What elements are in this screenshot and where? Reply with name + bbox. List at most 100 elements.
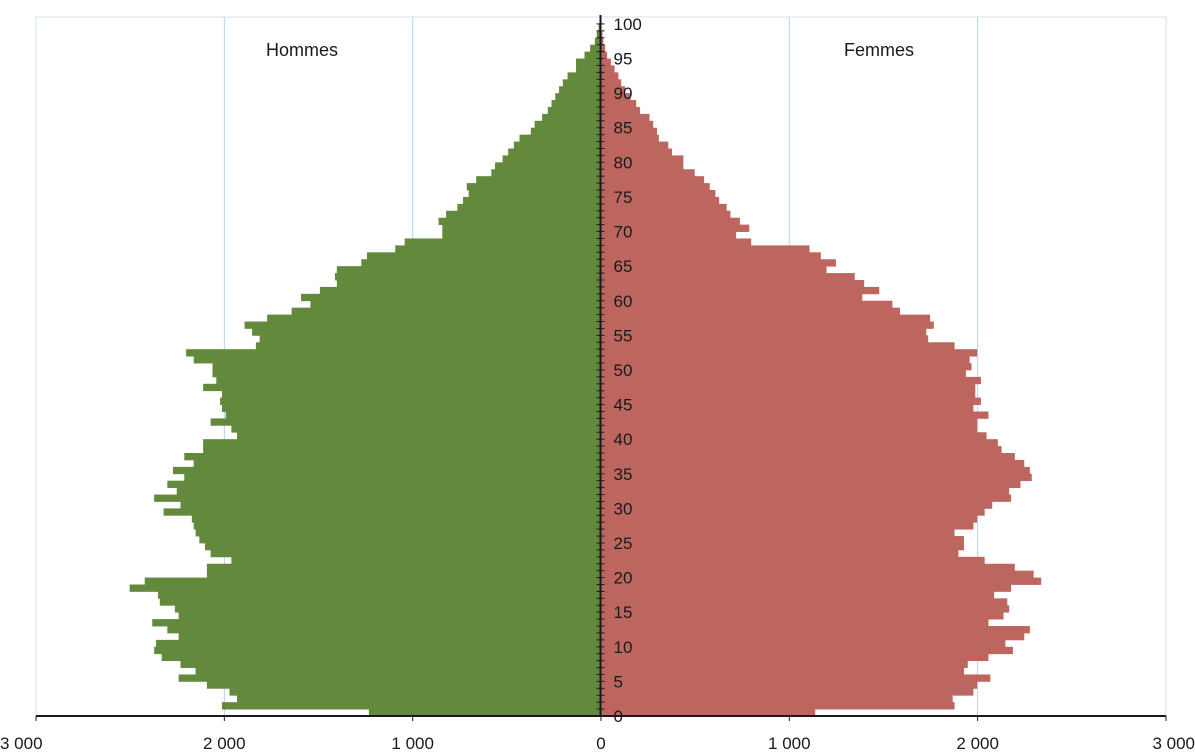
- bar-femmes-age-7: [600, 660, 968, 668]
- bar-hommes-age-1: [221, 702, 601, 710]
- bar-hommes-age-68: [404, 238, 601, 246]
- bar-femmes-age-14: [600, 612, 1004, 620]
- bar-femmes-age-35: [600, 466, 1030, 475]
- bar-femmes-age-59: [600, 300, 893, 309]
- bar-hommes-age-27: [193, 522, 601, 530]
- bar-femmes-age-67: [600, 245, 810, 253]
- bar-femmes-age-41: [600, 425, 978, 433]
- bar-hommes-age-92: [567, 72, 601, 80]
- bar-hommes-age-57: [267, 314, 601, 322]
- bar-hommes-age-3: [229, 688, 601, 696]
- bar-femmes-age-86: [600, 113, 650, 122]
- bar-femmes-age-60: [600, 293, 863, 302]
- bar-femmes-age-77: [600, 176, 705, 184]
- bar-femmes-age-96: [600, 44, 606, 53]
- bar-femmes-age-15: [600, 605, 1010, 613]
- bar-femmes-age-0: [600, 709, 816, 717]
- bar-femmes-age-28: [600, 515, 978, 523]
- bar-hommes-age-45: [220, 397, 601, 405]
- age-tick-label-35: 35: [614, 465, 633, 484]
- bar-femmes-age-24: [600, 542, 964, 551]
- bar-femmes-age-74: [600, 196, 720, 205]
- bar-femmes-age-36: [600, 459, 1025, 468]
- bar-hommes-age-15: [174, 605, 601, 613]
- bar-femmes-age-50: [600, 363, 972, 371]
- bar-hommes-age-77: [476, 176, 601, 184]
- bar-femmes-age-38: [600, 446, 1002, 454]
- bar-hommes-age-76: [466, 183, 601, 191]
- bar-femmes-age-45: [600, 397, 981, 405]
- age-tick-label-5: 5: [614, 672, 623, 691]
- age-tick-label-50: 50: [614, 361, 633, 380]
- bar-hommes-age-64: [336, 266, 601, 274]
- bar-hommes-age-5: [178, 674, 601, 682]
- bar-hommes-age-87: [547, 106, 601, 115]
- bar-femmes-age-37: [600, 453, 1015, 461]
- bar-femmes-age-80: [600, 155, 684, 163]
- bar-hommes-age-36: [193, 459, 601, 468]
- bar-femmes-age-75: [600, 190, 716, 198]
- age-tick-label-15: 15: [614, 603, 633, 622]
- bar-femmes-age-20: [600, 570, 1034, 578]
- bar-femmes-age-23: [600, 549, 959, 558]
- bar-hommes-age-38: [203, 446, 601, 454]
- bar-hommes-age-55: [252, 328, 601, 336]
- bar-hommes-age-44: [221, 404, 601, 412]
- bar-femmes-age-65: [600, 259, 836, 267]
- age-tick-label-100: 100: [614, 15, 642, 34]
- bar-hommes-age-29: [163, 508, 601, 516]
- bar-femmes-age-3: [600, 688, 974, 696]
- age-tick-label-60: 60: [614, 292, 633, 311]
- bar-femmes-age-88: [600, 100, 637, 108]
- bar-femmes-age-79: [600, 162, 684, 170]
- bar-hommes-age-28: [191, 515, 601, 523]
- bar-hommes-age-65: [361, 259, 601, 267]
- bar-hommes-age-32: [176, 487, 601, 495]
- bar-hommes-age-2: [237, 695, 601, 703]
- side-label-femmes: Femmes: [844, 40, 914, 60]
- bar-femmes-age-73: [600, 203, 727, 212]
- bar-hommes-age-69: [442, 231, 601, 239]
- age-tick-label-90: 90: [614, 84, 633, 103]
- age-tick-label-95: 95: [614, 50, 633, 69]
- bar-hommes-age-47: [203, 383, 601, 392]
- bar-hommes-age-59: [310, 300, 601, 309]
- bar-femmes-age-69: [600, 231, 737, 239]
- bar-femmes-age-70: [600, 224, 750, 232]
- bar-hommes-age-33: [167, 480, 601, 489]
- bar-femmes-age-12: [600, 626, 1030, 634]
- age-tick-label-10: 10: [614, 638, 633, 657]
- bar-femmes-age-89: [600, 93, 631, 101]
- bar-hommes-age-54: [259, 335, 601, 343]
- bar-femmes-age-47: [600, 383, 976, 392]
- bar-femmes-age-25: [600, 536, 964, 544]
- bar-hommes-age-62: [336, 279, 601, 288]
- bar-femmes-age-82: [600, 141, 669, 149]
- bar-femmes-age-68: [600, 238, 752, 246]
- bar-femmes-age-64: [600, 266, 827, 274]
- bar-hommes-age-93: [576, 65, 601, 73]
- age-tick-label-55: 55: [614, 326, 633, 345]
- bar-femmes-age-84: [600, 127, 657, 136]
- age-tick-label-70: 70: [614, 223, 633, 242]
- bar-hommes-age-11: [178, 632, 601, 641]
- bar-femmes-age-17: [600, 591, 995, 599]
- bar-hommes-age-31: [154, 494, 601, 502]
- x-tick-label-3: 0: [596, 734, 605, 753]
- bar-femmes-age-71: [600, 217, 740, 226]
- bar-hommes-age-58: [291, 307, 601, 315]
- bar-femmes-age-63: [600, 273, 855, 281]
- bar-femmes-age-39: [600, 439, 998, 447]
- bar-hommes-age-35: [172, 466, 601, 475]
- bar-hommes-age-75: [468, 190, 601, 198]
- age-tick-label-65: 65: [614, 257, 633, 276]
- bar-femmes-age-4: [600, 681, 978, 689]
- axes: 0 5 10 15 20 25 30 35 40 45 50 55 60 65 70 75 80 85 90 95 10…: [0, 15, 1195, 753]
- bar-femmes-age-26: [600, 529, 955, 537]
- bar-femmes-age-48: [600, 376, 981, 385]
- bar-hommes-age-66: [366, 252, 601, 260]
- bar-hommes-age-86: [542, 113, 601, 122]
- bar-hommes-age-95: [584, 51, 601, 59]
- x-tick-label-1: 2 000: [203, 734, 246, 753]
- x-tick-label-4: 1 000: [768, 734, 811, 753]
